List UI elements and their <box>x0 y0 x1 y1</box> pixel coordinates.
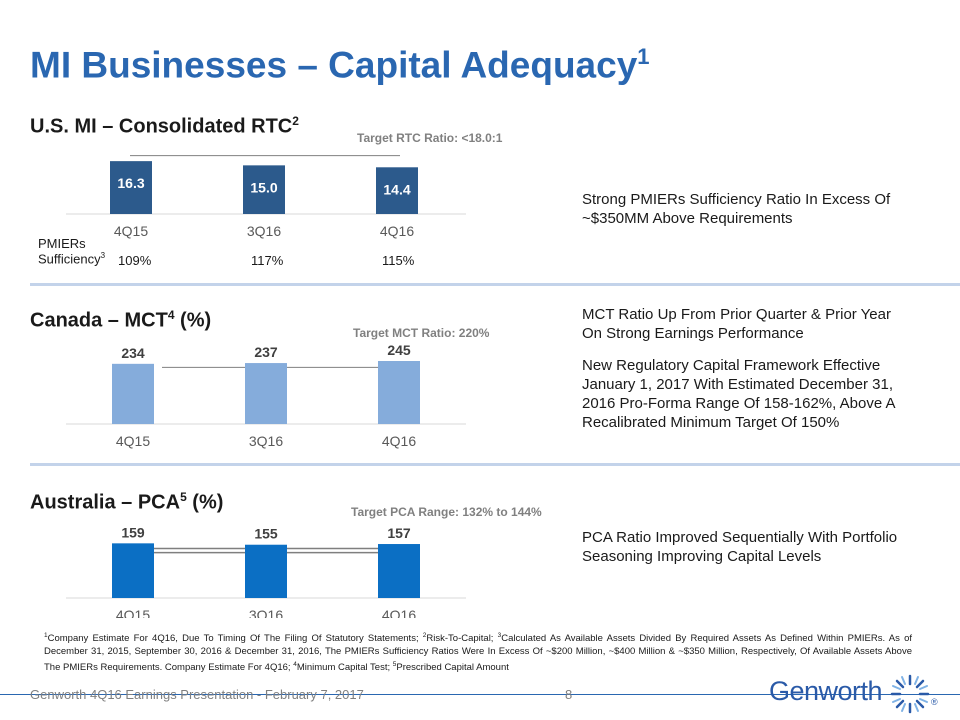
us-value-label-4q16: 14.4 <box>383 181 410 197</box>
pmiers-label: PMIERs Sufficiency3 <box>38 236 106 267</box>
canada-bar-4q16 <box>378 361 420 424</box>
pmiers-value-4q15: 109% <box>118 253 152 268</box>
canada-tick-4q15: 4Q15 <box>116 433 150 449</box>
pmiers-value-4q16: 115% <box>382 253 415 268</box>
australia-heading: Australia – PCA5 (%) <box>30 490 224 514</box>
canada-tick-3q16: 3Q16 <box>249 433 283 449</box>
australia-bar-4q15 <box>112 543 154 598</box>
canada-heading: Canada – MCT4 (%) <box>30 308 212 332</box>
footer-presentation-title: Genworth 4Q16 Earnings Presentation - Fe… <box>30 687 364 702</box>
canada-bars: 234 4Q15 237 3Q16 245 4Q16 <box>112 342 420 449</box>
page-title: MI Businesses – Capital Adequacy1 <box>30 44 650 86</box>
canada-target-label: Target MCT Ratio: 220% <box>353 326 490 340</box>
us-bar-3q16 <box>243 165 285 214</box>
us-tick-3q16: 3Q16 <box>247 223 281 239</box>
separator-1 <box>30 283 960 286</box>
registered-mark: ® <box>931 697 938 707</box>
australia-bullet: PCA Ratio Improved Sequentially With Por… <box>582 529 898 565</box>
canada-bullet-2: New Regulatory Capital Framework Effecti… <box>582 357 895 431</box>
separator-2 <box>30 463 960 466</box>
australia-tick-4q15: 4Q15 <box>116 607 150 618</box>
us-bullet: Strong PMIERs Sufficiency Ratio In Exces… <box>582 191 891 227</box>
australia-chart: 159 4Q15 155 3Q16 157 4Q16 <box>66 524 466 618</box>
us-bar-4q16 <box>376 167 418 214</box>
genworth-logo: Genworth <box>769 676 883 706</box>
us-heading: U.S. MI – Consolidated RTC2 <box>30 114 299 138</box>
footer-divider <box>0 694 960 695</box>
pmiers-value-3q16: 117% <box>251 253 284 268</box>
us-bars: 16.3 4Q15 15.0 3Q16 14.4 4Q16 <box>110 161 418 239</box>
canada-value-label-4q16: 245 <box>387 342 411 358</box>
australia-bar-4q16 <box>378 544 420 598</box>
us-value-label-4q15: 16.3 <box>117 175 144 191</box>
footnote: 1Company Estimate For 4Q16, Due To Timin… <box>44 632 912 674</box>
australia-tick-3q16: 3Q16 <box>249 607 283 618</box>
page-number: 8 <box>565 687 573 702</box>
canada-value-label-4q15: 234 <box>121 345 145 361</box>
us-chart: 16.3 4Q15 15.0 3Q16 14.4 4Q16 <box>66 155 466 239</box>
australia-value-label-4q16: 157 <box>387 525 411 541</box>
canada-bar-3q16 <box>245 363 287 424</box>
australia-value-label-4q15: 159 <box>121 524 145 540</box>
australia-value-label-3q16: 155 <box>254 526 278 542</box>
us-tick-4q16: 4Q16 <box>380 223 414 239</box>
canada-bullet-1: MCT Ratio Up From Prior Quarter & Prior … <box>582 306 891 342</box>
us-value-label-3q16: 15.0 <box>250 179 277 195</box>
canada-value-label-3q16: 237 <box>254 344 278 360</box>
genworth-snowflake-icon <box>890 674 930 714</box>
australia-tick-4q16: 4Q16 <box>382 607 416 618</box>
australia-bar-3q16 <box>245 544 287 598</box>
australia-bars: 159 4Q15 155 3Q16 157 4Q16 <box>112 524 420 618</box>
australia-target-label: Target PCA Range: 132% to 144% <box>351 505 542 519</box>
canada-tick-4q16: 4Q16 <box>382 433 416 449</box>
canada-bar-4q15 <box>112 363 154 424</box>
us-tick-4q15: 4Q15 <box>114 223 148 239</box>
canada-chart: 234 4Q15 237 3Q16 245 4Q16 <box>66 342 466 449</box>
us-target-label: Target RTC Ratio: <18.0:1 <box>357 131 503 145</box>
us-bar-4q15 <box>110 161 152 214</box>
